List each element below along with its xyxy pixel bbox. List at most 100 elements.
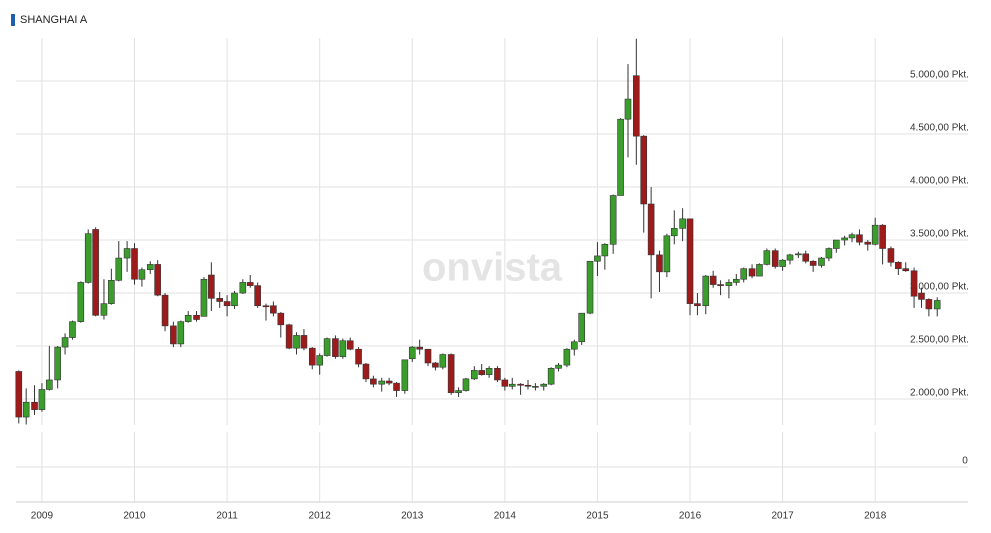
- x-tick-label: 2011: [216, 511, 238, 522]
- candle-body: [208, 274, 215, 299]
- candle-body: [254, 285, 261, 307]
- candle-body: [933, 300, 941, 310]
- candle-body: [239, 282, 247, 294]
- candle-body: [902, 268, 910, 272]
- y-tick-label: 4.500,00 Pkt.: [910, 123, 969, 134]
- candle-body: [670, 228, 678, 237]
- chart-title: SHANGHAI A: [20, 14, 88, 26]
- x-tick-label: 2018: [864, 511, 887, 522]
- candle-body: [285, 324, 293, 349]
- candle-body: [277, 312, 285, 326]
- candle-body: [540, 383, 548, 387]
- candle-body: [586, 260, 594, 314]
- candle-body: [771, 250, 779, 267]
- candle-body: [432, 362, 439, 368]
- candle-body: [161, 294, 169, 327]
- candle-body: [617, 118, 624, 196]
- candle-body: [563, 348, 571, 366]
- candle-body: [895, 261, 902, 269]
- candle-body: [841, 237, 848, 241]
- candle-body: [293, 335, 300, 349]
- candle-body: [663, 235, 671, 273]
- candle-body: [84, 233, 92, 283]
- candle-body: [702, 275, 710, 307]
- candle-body: [786, 254, 794, 261]
- candle-body: [355, 348, 362, 365]
- candle-body: [925, 299, 933, 310]
- y-tick-label: 0: [962, 456, 968, 467]
- candle-body: [138, 269, 146, 280]
- candle-body: [77, 282, 85, 322]
- candle-body: [216, 298, 223, 302]
- candle-body: [517, 383, 524, 386]
- candle-body: [439, 354, 447, 368]
- candle-body: [733, 278, 740, 283]
- x-tick-label: 2016: [679, 511, 702, 522]
- candle-body: [462, 378, 470, 391]
- candle-body: [848, 234, 856, 239]
- candle-body: [609, 195, 617, 245]
- candle-body: [656, 254, 663, 273]
- candle-body: [22, 401, 30, 418]
- y-tick-label: 3.000,00 Pkt.: [910, 282, 969, 293]
- candle-body: [378, 380, 386, 385]
- candle-body: [910, 270, 918, 297]
- candle-body: [709, 275, 717, 285]
- candle-body: [686, 218, 694, 304]
- watermark: onvista: [422, 246, 563, 290]
- candle-body: [478, 370, 486, 375]
- candle-body: [717, 284, 724, 286]
- candle-body: [46, 379, 53, 390]
- candle-body: [748, 268, 756, 277]
- candle-body: [416, 346, 423, 350]
- candle-body: [270, 305, 277, 314]
- candle-body: [131, 248, 138, 280]
- candle-body: [633, 75, 640, 137]
- candle-body: [246, 282, 254, 286]
- candle-body: [725, 282, 733, 286]
- candle-body: [508, 383, 516, 387]
- y-tick-label: 2.000,00 Pkt.: [910, 388, 969, 399]
- candle-body: [524, 384, 532, 387]
- candle-body: [825, 248, 833, 259]
- candle-body: [532, 386, 539, 388]
- candle-body: [455, 390, 462, 393]
- candle-body: [447, 354, 455, 393]
- candle-body: [879, 224, 886, 249]
- candle-body: [679, 218, 686, 229]
- candle-body: [370, 378, 377, 385]
- candle-body: [346, 340, 354, 350]
- candle-body: [809, 260, 817, 266]
- candle-body: [818, 257, 825, 266]
- candle-body: [61, 337, 69, 348]
- candle-body: [401, 359, 409, 391]
- candle-body: [184, 314, 192, 322]
- candle-body: [308, 347, 316, 366]
- candle-body: [15, 371, 23, 418]
- candle-body: [740, 268, 748, 280]
- candle-body: [601, 243, 609, 257]
- candle-body: [694, 303, 701, 307]
- candle-body: [339, 340, 347, 357]
- candle-body: [100, 303, 108, 316]
- candle-body: [69, 321, 76, 338]
- x-tick-label: 2015: [586, 511, 609, 522]
- x-tick-label: 2017: [771, 511, 794, 522]
- candle-body: [570, 341, 578, 350]
- candle-body: [470, 370, 478, 380]
- candle-body: [262, 305, 270, 308]
- candle-body: [795, 253, 802, 256]
- candle-body: [170, 325, 177, 345]
- candle-body: [647, 203, 655, 256]
- x-tick-label: 2010: [123, 511, 146, 522]
- candle-body: [494, 367, 501, 381]
- candle-body: [323, 338, 331, 356]
- candle-body: [123, 248, 131, 259]
- candle-body: [547, 367, 555, 385]
- candle-body: [146, 264, 154, 271]
- candle-body: [385, 380, 393, 384]
- candle-body: [424, 348, 432, 364]
- y-tick-label: 5.000,00 Pkt.: [910, 70, 969, 81]
- candle-body: [332, 338, 339, 357]
